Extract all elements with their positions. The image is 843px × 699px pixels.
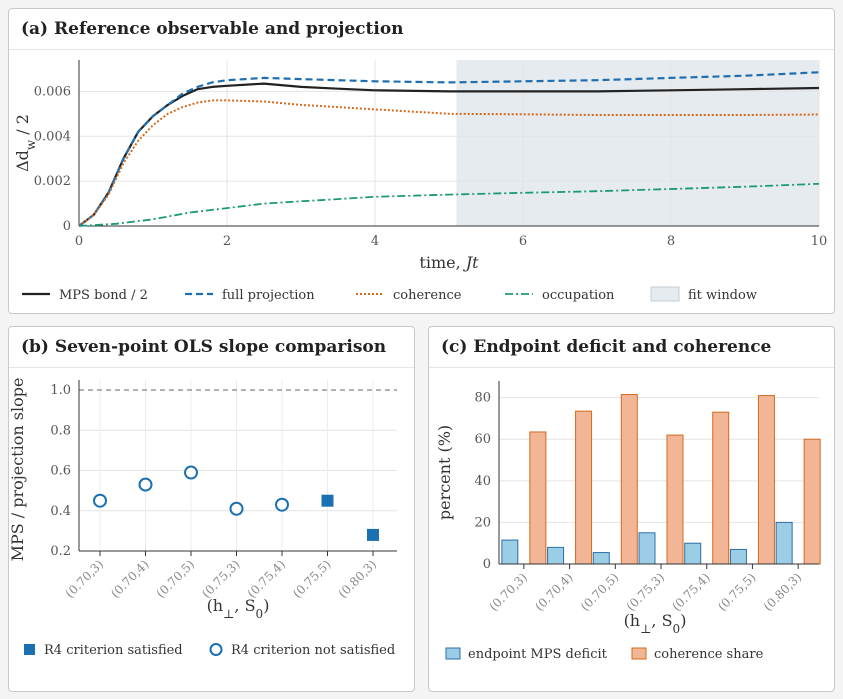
- b-point-satisfied: [367, 528, 379, 541]
- a-xtick-label: 0: [75, 234, 83, 249]
- c-xtick-label: (0.80,3): [761, 570, 805, 614]
- c-xtick-label: (0.75,5): [715, 570, 759, 614]
- panel-c-plot: 0 20 40 60 80 (0.70,3) (0.70,4) (0.70,5) (0.75,3…: [435, 381, 821, 662]
- c-bar-deficit: [547, 546, 565, 565]
- c-bar-coherence: [620, 394, 638, 565]
- a-legend-swatch: [650, 286, 680, 302]
- c-y-axis-label: percent (%): [435, 425, 454, 520]
- c-xtick-label: (0.70,5): [578, 570, 622, 614]
- b-xtick-label: (0.75,3): [199, 557, 243, 601]
- a-ytick-label: 0.004: [34, 129, 71, 144]
- c-ytick-label: 20: [474, 515, 491, 530]
- b-xtick-label: (0.80,3): [336, 557, 380, 601]
- a-legend-label: fit window: [688, 288, 757, 303]
- c-bar-deficit: [775, 521, 793, 565]
- panel-b: (b) Seven-point OLS slope comparison: [8, 326, 415, 692]
- c-xtick-label: (0.70,4): [532, 570, 576, 614]
- c-bar-deficit: [501, 539, 519, 565]
- a-legend-label: occupation: [542, 288, 615, 303]
- b-xtick-label: (0.70,3): [63, 557, 107, 601]
- panel-a-plot: 0 0.002 0.004 0.006 0 2 4 6 8 10 time, Jt Δdw / 2 MP…: [13, 60, 827, 303]
- c-legend-label: endpoint MPS deficit: [468, 647, 608, 662]
- a-y-axis-label: Δdw / 2: [13, 114, 38, 172]
- c-bar-coherence: [757, 395, 775, 565]
- b-point-not-satisfied: [184, 465, 198, 480]
- a-xtick-label: 10: [811, 234, 828, 249]
- c-ytick-label: 0: [483, 557, 491, 572]
- b-ytick-label: 0.2: [50, 544, 71, 559]
- c-bar-coherence: [666, 434, 684, 565]
- c-legend-swatch: [631, 647, 647, 660]
- panel-c-separator: [429, 367, 834, 368]
- b-xtick-label: (0.75,5): [290, 557, 334, 601]
- fit-window-region: [456, 60, 819, 226]
- c-xtick-label: (0.70,3): [486, 570, 530, 614]
- a-ytick-label: 0.006: [34, 84, 71, 99]
- b-xtick-label: (0.70,5): [154, 557, 198, 601]
- b-point-not-satisfied: [138, 477, 153, 492]
- b-point-not-satisfied: [229, 501, 244, 516]
- c-bar-deficit: [684, 542, 702, 565]
- b-legend-label: R4 criterion not satisfied: [231, 643, 395, 658]
- c-bar-deficit: [729, 548, 747, 565]
- panel-a-title: (a) Reference observable and projection: [21, 19, 404, 39]
- c-legend-label: coherence share: [654, 647, 764, 662]
- a-x-axis-label: time, Jt: [419, 253, 479, 272]
- b-ytick-label: 0.4: [50, 504, 71, 519]
- b-legend-label: R4 criterion satisfied: [44, 643, 183, 658]
- panel-b-plot: 0.20.40.60.81.0(0.70,3) (0.70,4) (0.70,5)(…: [8, 378, 397, 658]
- b-point-satisfied: [321, 494, 334, 507]
- b-xtick-label: (0.70,4): [108, 557, 152, 601]
- panel-a-separator: [9, 49, 834, 50]
- c-bar-coherence: [712, 411, 730, 565]
- c-ytick-label: 60: [474, 432, 491, 447]
- a-series-line-3: [78, 99, 820, 227]
- c-ytick-label: 40: [474, 474, 491, 489]
- c-xtick-label: (0.75,4): [669, 570, 713, 614]
- a-legend-label: full projection: [222, 288, 315, 303]
- a-ytick-label: 0: [63, 219, 71, 234]
- b-ytick-label: 0.8: [50, 423, 71, 438]
- c-ytick-label: 80: [474, 391, 491, 406]
- b-legend-swatch: [24, 644, 35, 655]
- b-y-axis-label: MPS / projection slope: [8, 378, 27, 562]
- panel-c-title: (c) Endpoint deficit and coherence: [441, 337, 772, 357]
- b-ytick-label: 0.6: [50, 464, 71, 479]
- b-point-not-satisfied: [93, 493, 107, 508]
- c-bar-coherence: [803, 438, 821, 565]
- c-x-axis-label: (h⊥, S0): [624, 611, 687, 636]
- a-series-line-2: [78, 71, 820, 227]
- a-ytick-label: 0.002: [34, 174, 71, 189]
- a-series-line-4: [78, 182, 820, 227]
- panel-b-title: (b) Seven-point OLS slope comparison: [21, 337, 387, 357]
- c-legend-swatch: [445, 647, 461, 660]
- b-x-axis-label: (h⊥, S0): [207, 596, 270, 621]
- c-xtick-label: (0.75,3): [624, 570, 668, 614]
- c-bar-coherence: [575, 410, 593, 565]
- b-legend-swatch: [209, 643, 223, 656]
- c-bar-deficit: [592, 552, 610, 565]
- a-xtick-label: 2: [223, 234, 231, 249]
- panel-b-separator: [9, 367, 414, 368]
- c-bar-deficit: [638, 532, 656, 565]
- a-xtick-label: 6: [519, 234, 527, 249]
- b-point-not-satisfied: [275, 497, 289, 512]
- a-legend-label: MPS bond / 2: [59, 288, 148, 303]
- b-ytick-label: 1.0: [50, 383, 71, 398]
- a-xtick-label: 8: [667, 234, 675, 249]
- b-xtick-label: (0.75,4): [245, 557, 289, 601]
- a-xtick-label: 4: [371, 234, 379, 249]
- c-bar-coherence: [529, 431, 547, 565]
- a-legend-label: coherence: [393, 288, 462, 303]
